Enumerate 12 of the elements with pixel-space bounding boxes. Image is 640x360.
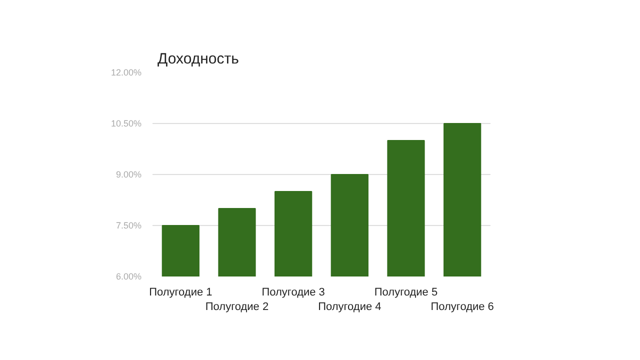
x-tick-label: Полугодие 2	[205, 300, 269, 313]
x-tick-label: Полугодие 5	[374, 286, 438, 298]
y-tick-label: 10.50%	[110, 118, 142, 128]
chart-title: Доходность	[158, 50, 240, 68]
x-tick-label: Полугодие 6	[430, 300, 494, 313]
y-tick-label: 9.00%	[116, 170, 142, 180]
x-tick-label: Полугодие 4	[318, 300, 382, 313]
x-tick-label: Полугодие 1	[149, 286, 212, 298]
y-tick-label: 12.00%	[110, 68, 142, 78]
y-tick-label: 6.00%	[116, 272, 142, 282]
x-tick-label: Полугодие 3	[262, 286, 325, 298]
y-tick-label: 7.50%	[116, 220, 142, 230]
